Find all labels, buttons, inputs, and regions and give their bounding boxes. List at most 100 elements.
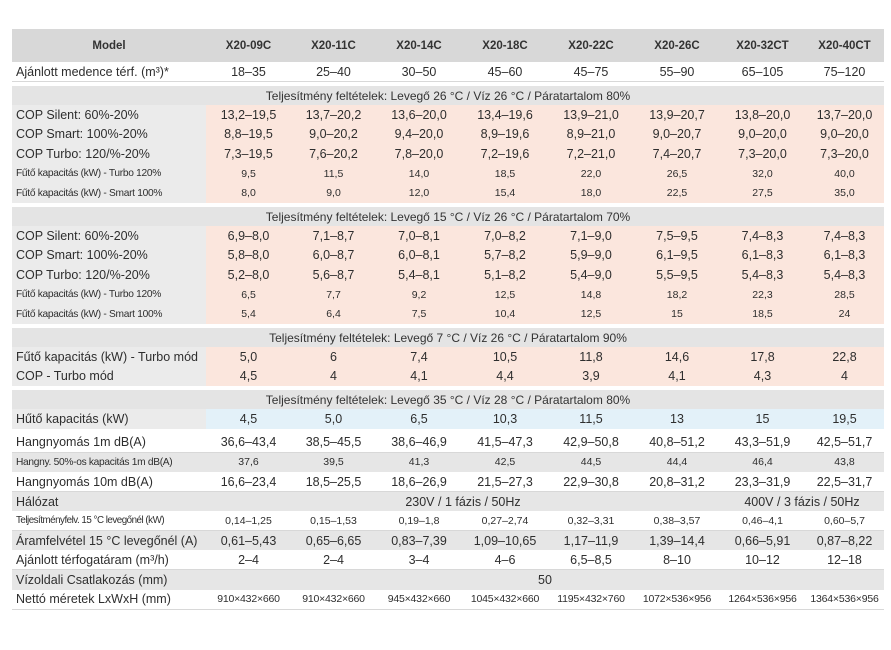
cell-value: 7,3–20,0 xyxy=(805,144,884,164)
cell-value: 14,8 xyxy=(548,284,634,305)
cell-value: 22,5–31,7 xyxy=(805,472,884,493)
row-label: Teljesítményfelv. 15 °C levegőnél (kW) xyxy=(12,511,206,532)
row-label: Áramfelvétel 15 °C levegőnél (A) xyxy=(12,530,206,551)
cell-value: 5,5–9,5 xyxy=(634,265,720,285)
cell-value: 25–40 xyxy=(291,62,376,83)
cell-value: 6,1–8,3 xyxy=(720,245,805,266)
row-label: Fűtő kapacitás (kW) - Turbo 120% xyxy=(12,284,206,305)
cell-value: 7,3–20,0 xyxy=(720,144,805,164)
section-header-row: Teljesítmény feltételek: Levegő 35 °C / … xyxy=(12,390,884,410)
cell-value: 7,4 xyxy=(376,347,462,367)
cell-value: 44,5 xyxy=(548,452,634,472)
cell-value: 7,4–20,7 xyxy=(634,144,720,164)
connection-value: 50 xyxy=(206,569,884,590)
row-label: COP Smart: 100%-20% xyxy=(12,124,206,145)
cell-value: 5,4–9,0 xyxy=(548,265,634,285)
cell-value: 5,8–8,0 xyxy=(206,245,291,266)
power-15c-row: Teljesítményfelv. 15 °C levegőnél (kW) 0,… xyxy=(12,511,884,532)
cell-value: 3,9 xyxy=(548,366,634,387)
cell-value: 6,5–8,5 xyxy=(548,550,634,571)
cell-value: 35,0 xyxy=(805,183,884,204)
cell-value: 27,5 xyxy=(720,183,805,204)
cell-value: 9,4–20,0 xyxy=(376,124,462,145)
cell-value: 6,4 xyxy=(291,304,376,325)
network-single-phase: 230V / 1 fázis / 50Hz xyxy=(206,491,720,512)
cell-value: 0,65–6,65 xyxy=(291,530,376,551)
cell-value: 13,6–20,0 xyxy=(376,105,462,125)
cell-value: 8–10 xyxy=(634,550,720,571)
row-label: COP Smart: 100%-20% xyxy=(12,245,206,266)
cell-value: 46,4 xyxy=(720,452,805,472)
cell-value: 41,3 xyxy=(376,452,462,472)
cell-value: 12,5 xyxy=(462,284,548,305)
model-name: X20-40CT xyxy=(805,29,884,62)
cell-value: 5,4–8,3 xyxy=(720,265,805,285)
cell-value: 1,39–14,4 xyxy=(634,530,720,551)
cell-value: 6,1–9,5 xyxy=(634,245,720,266)
cell-value: 43,8 xyxy=(805,452,884,472)
row-label: Hangny. 50%-os kapacitás 1m dB(A) xyxy=(12,452,206,472)
section-title: Teljesítmény feltételek: Levegő 15 °C / … xyxy=(12,207,884,227)
spacer-cell xyxy=(12,386,884,391)
cell-value: 1045×432×660 xyxy=(462,589,548,610)
cell-value: 6,0–8,7 xyxy=(291,245,376,266)
cell-value: 75–120 xyxy=(805,62,884,83)
cell-value: 945×432×660 xyxy=(376,589,462,610)
cell-value: 5,4–8,3 xyxy=(805,265,884,285)
cell-value: 5,4 xyxy=(206,304,291,325)
cell-value: 15 xyxy=(634,304,720,325)
cell-value: 8,9–21,0 xyxy=(548,124,634,145)
cell-value: 9,0–20,0 xyxy=(720,124,805,145)
cell-value: 18,5 xyxy=(720,304,805,325)
pool-volume-row: Ajánlott medence térf. (m³)* 18–35 25–40 30… xyxy=(12,62,884,83)
cell-value: 5,1–8,2 xyxy=(462,265,548,285)
cell-value: 43,3–51,9 xyxy=(720,432,805,453)
cell-value: 15 xyxy=(720,409,805,429)
spec-row: Fűtő kapacitás (kW) - Smart 100% 8,0 9,0 12… xyxy=(12,183,884,204)
cell-value: 0,61–5,43 xyxy=(206,530,291,551)
row-label: COP Silent: 60%-20% xyxy=(12,226,206,246)
cell-value: 18–35 xyxy=(206,62,291,83)
cell-value: 0,83–7,39 xyxy=(376,530,462,551)
cell-value: 7,0–8,2 xyxy=(462,226,548,246)
cell-value: 9,0–20,7 xyxy=(634,124,720,145)
cell-value: 0,46–4,1 xyxy=(720,511,805,532)
cell-value: 4–6 xyxy=(462,550,548,571)
cell-value: 0,15–1,53 xyxy=(291,511,376,532)
cell-value: 13,7–20,2 xyxy=(291,105,376,125)
network-three-phase: 400V / 3 fázis / 50Hz xyxy=(720,491,884,512)
section-header-row: Teljesítmény feltételek: Levegő 7 °C / V… xyxy=(12,328,884,348)
cell-value: 13,9–21,0 xyxy=(548,105,634,125)
cell-value: 5,4–8,1 xyxy=(376,265,462,285)
cell-value: 2–4 xyxy=(291,550,376,571)
model-name: X20-22C xyxy=(548,29,634,62)
cell-value: 41,5–47,3 xyxy=(462,432,548,453)
cell-value: 12,5 xyxy=(548,304,634,325)
section-header-row: Teljesítmény feltételek: Levegő 26 °C / … xyxy=(12,86,884,106)
spacer-cell xyxy=(12,81,884,87)
cell-value: 26,5 xyxy=(634,163,720,184)
row-spacer xyxy=(12,324,884,329)
cell-value: 9,5 xyxy=(206,163,291,184)
spacer-cell xyxy=(12,203,884,208)
section-title: Teljesítmény feltételek: Levegő 35 °C / … xyxy=(12,390,884,410)
cell-value: 13 xyxy=(634,409,720,429)
cell-value: 42,5–51,7 xyxy=(805,432,884,453)
cell-value: 1195×432×760 xyxy=(548,589,634,610)
cell-value: 0,38–3,57 xyxy=(634,511,720,532)
cell-value: 23,3–31,9 xyxy=(720,472,805,493)
connection-row: Vízoldali Csatlakozás (mm) 50 xyxy=(12,569,884,590)
cell-value: 16,6–23,4 xyxy=(206,472,291,493)
spec-row: Hűtő kapacitás (kW) 4,5 5,0 6,5 10,3 11,5 13 15… xyxy=(12,409,884,429)
cell-value: 3–4 xyxy=(376,550,462,571)
model-name: X20-14C xyxy=(376,29,462,62)
cell-value: 4 xyxy=(805,366,884,387)
cell-value: 18,2 xyxy=(634,284,720,305)
cell-value: 1,09–10,65 xyxy=(462,530,548,551)
cell-value: 18,0 xyxy=(548,183,634,204)
spec-row: COP Turbo: 120/%-20% 7,3–19,5 7,6–20,2 7,8–… xyxy=(12,144,884,164)
cell-value: 910×432×660 xyxy=(206,589,291,610)
model-header-label: Model xyxy=(12,29,206,62)
cell-value: 4,3 xyxy=(720,366,805,387)
cell-value: 6,5 xyxy=(206,284,291,305)
